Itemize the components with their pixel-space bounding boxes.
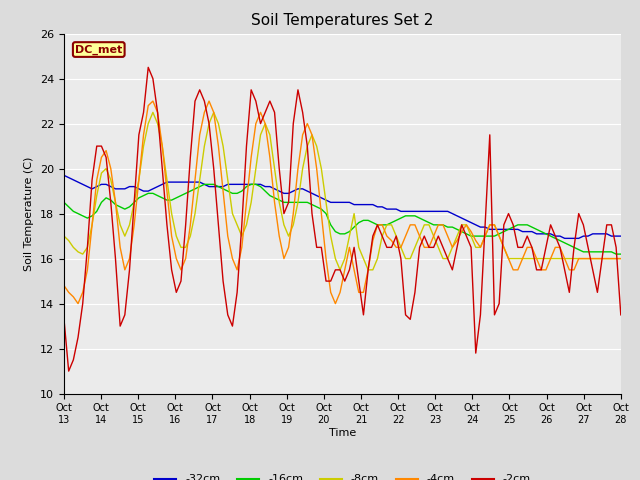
Legend: -32cm, -16cm, -8cm, -4cm, -2cm: -32cm, -16cm, -8cm, -4cm, -2cm xyxy=(150,470,535,480)
Y-axis label: Soil Temperature (C): Soil Temperature (C) xyxy=(24,156,35,271)
Title: Soil Temperatures Set 2: Soil Temperatures Set 2 xyxy=(252,13,433,28)
X-axis label: Time: Time xyxy=(329,428,356,438)
Text: DC_met: DC_met xyxy=(75,44,122,55)
